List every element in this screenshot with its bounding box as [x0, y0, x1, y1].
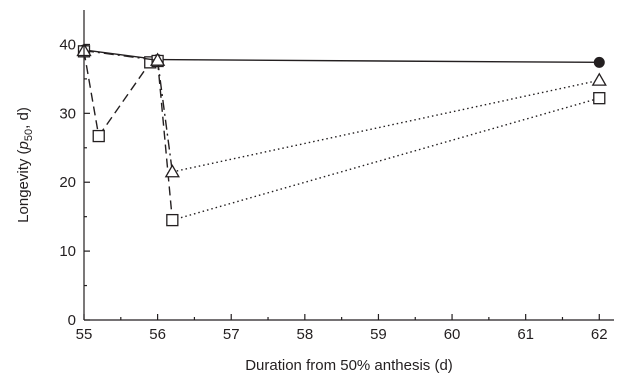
plot-area: [76, 42, 607, 227]
y-axis-title-pre: Longevity (: [15, 149, 32, 222]
y-tick-label: 30: [59, 105, 76, 122]
series-2-segment: [98, 61, 151, 137]
x-axis-title: Duration from 50% anthesis (d): [245, 357, 453, 374]
data-point-square: [92, 129, 105, 143]
series-2-segment: [156, 60, 174, 221]
y-tick-label: 10: [59, 243, 76, 260]
x-tick-label: 58: [296, 326, 313, 343]
series-1-segment: [157, 58, 600, 64]
series-3-segment: [172, 79, 600, 173]
x-tick-label: 56: [149, 326, 166, 343]
data-point-circle: [593, 56, 605, 68]
x-tick-label: 62: [591, 326, 608, 343]
series-3-segment: [83, 49, 158, 61]
x-tick-label: 60: [444, 326, 461, 343]
data-point-square: [166, 213, 179, 227]
data-point-square: [593, 92, 606, 105]
data-point-triangle: [149, 52, 166, 66]
series-3-segment: [156, 60, 174, 172]
y-axis-title-italic: p: [15, 141, 32, 150]
y-ticks: 0 10 20 30 40: [59, 36, 90, 329]
series-2-segment: [83, 51, 100, 137]
y-tick-label: 40: [59, 36, 76, 53]
y-tick-label: 20: [59, 174, 76, 191]
data-point-triangle: [591, 72, 607, 86]
y-axis-title-post: , d): [15, 107, 32, 129]
x-ticks: 55 56 57 58 59 60 61 62: [76, 314, 608, 343]
series-2-segment: [172, 97, 600, 221]
series-2: [77, 45, 606, 227]
y-axis-title: Longevity (p50, d): [15, 107, 35, 223]
x-tick-label: 59: [370, 326, 387, 343]
x-tick-label: 57: [223, 326, 240, 343]
series-3: [76, 42, 607, 178]
data-point-triangle: [164, 164, 180, 178]
y-tick-label: 0: [68, 312, 76, 329]
x-tick-label: 61: [517, 326, 534, 343]
x-tick-label: 55: [76, 326, 93, 343]
axes: 55 56 57 58 59 60 61 62 0 10 20 30 40: [59, 10, 614, 343]
y-axis-title-sub: 50: [23, 129, 35, 141]
